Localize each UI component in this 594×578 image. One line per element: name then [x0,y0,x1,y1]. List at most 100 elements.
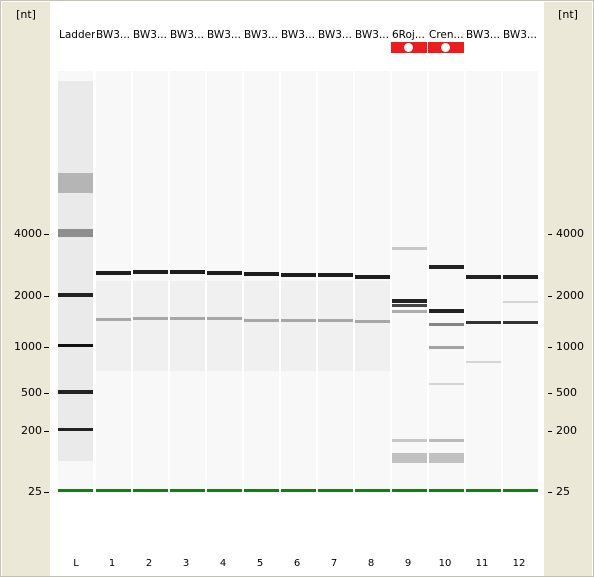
size-axis-right: [nt] 4000 2000 1000 500 200 25 [544,2,592,576]
sample-band [392,299,427,303]
sample-band [429,265,464,269]
tick-label-200-right: 200 [548,425,594,437]
lower-marker-band [429,489,464,492]
lane-number-3: 3 [182,558,190,569]
sample-band [392,310,427,313]
tick-label-4000-left: 4000 [8,228,49,240]
lower-marker-band [281,489,316,492]
sample-band [429,346,464,349]
sample-band-lower [466,321,501,324]
sample-band-upper [281,273,316,277]
lane-number-12: 12 [512,558,526,569]
sample-band-upper [96,271,131,275]
tick-label-1000-right: 1000 [548,341,594,353]
tick-label-2000-left: 2000 [8,290,49,302]
tick-label-200-left: 200 [8,425,49,437]
lane-background-11 [466,71,501,491]
tick-label-25-left: 25 [8,486,49,498]
sample-band [466,361,501,363]
sample-smear [355,281,390,371]
tick-label-2000-right: 2000 [548,290,594,302]
lane-background-12 [503,71,538,491]
lane-title-11[interactable]: BW3... [466,29,500,41]
sample-band-upper [355,275,390,279]
sample-smear [96,281,131,371]
ladder-band [58,293,93,297]
lower-marker-band [58,489,93,492]
sample-smear [207,281,242,371]
lane-title-7[interactable]: BW3... [318,29,352,41]
sample-band-upper [244,272,279,276]
lane-title-10[interactable]: Cren... [429,29,464,41]
lane-title-4[interactable]: BW3... [207,29,241,41]
sample-band-upper [133,270,168,274]
axis-unit-left: [nt] [16,8,36,21]
lane-title-2[interactable]: BW3... [133,29,167,41]
lane-number-9: 9 [404,558,412,569]
lower-marker-band [170,489,205,492]
lane-background-9 [392,71,427,491]
lane-number-7: 7 [330,558,338,569]
lane-title-1[interactable]: BW3... [96,29,130,41]
lower-marker-band [244,489,279,492]
lower-marker-band [133,489,168,492]
lane-number-8: 8 [367,558,375,569]
sample-smear [281,281,316,371]
lane-title-3[interactable]: BW3... [170,29,204,41]
lower-marker-band [96,489,131,492]
tick-label-500-right: 500 [548,387,594,399]
lane-title-ladder[interactable]: Ladder [59,29,95,41]
ladder-band [58,229,93,237]
lane-title-8[interactable]: BW3... [355,29,389,41]
lower-marker-band [355,489,390,492]
lane-10-warning-flag-icon[interactable] [428,42,464,53]
sample-band-upper [466,275,501,279]
ladder-band [58,173,93,193]
lane-title-5[interactable]: BW3... [244,29,278,41]
ladder-band [58,390,93,394]
lane-number-10: 10 [438,558,452,569]
sample-band [392,439,427,442]
lower-marker-band [392,489,427,492]
sample-smear [429,453,464,463]
sample-band [429,383,464,385]
sample-smear [244,281,279,371]
sample-band-upper [503,275,538,279]
lane-background-10 [429,71,464,491]
lane-title-12[interactable]: BW3... [503,29,537,41]
lane-number-6: 6 [293,558,301,569]
tick-label-4000-right: 4000 [548,228,594,240]
size-axis-left: [nt] 4000 2000 1000 500 200 25 [2,2,50,576]
lower-marker-band [466,489,501,492]
lane-number-11: 11 [475,558,489,569]
sample-smear [392,453,427,463]
sample-band-upper [170,270,205,274]
lane-number-2: 2 [145,558,153,569]
sample-band [392,304,427,307]
sample-smear [170,281,205,371]
sample-band [429,309,464,313]
ladder-band [58,344,93,347]
sample-band-lower [503,321,538,324]
axis-unit-right: [nt] [558,8,578,21]
tick-label-25-right: 25 [548,486,594,498]
lower-marker-band [207,489,242,492]
sample-band [392,247,427,250]
tick-label-1000-left: 1000 [8,341,49,353]
tick-label-500-left: 500 [8,387,49,399]
sample-smear [133,281,168,371]
sample-band [503,301,538,303]
lane-9-warning-flag-icon[interactable] [391,42,427,53]
sample-band [429,439,464,442]
lower-marker-band [318,489,353,492]
sample-band-upper [318,273,353,277]
lane-number-5: 5 [256,558,264,569]
lane-number-4: 4 [219,558,227,569]
lane-number-ladder: L [73,558,79,569]
sample-band [429,323,464,326]
lane-title-9[interactable]: 6Roj... [392,29,425,41]
lane-title-6[interactable]: BW3... [281,29,315,41]
lower-marker-band [503,489,538,492]
